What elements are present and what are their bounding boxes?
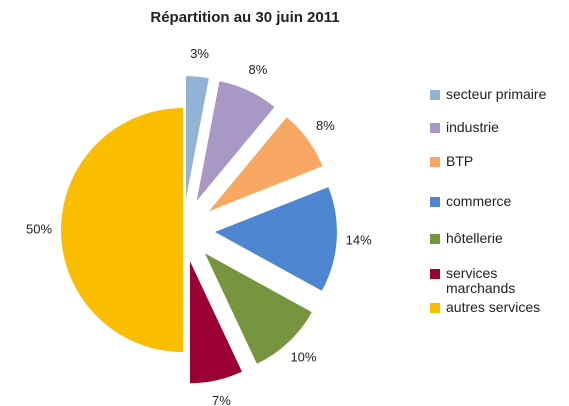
- legend-swatch: [430, 123, 440, 133]
- legend-label: commerce: [446, 193, 512, 209]
- pie-slice: [61, 108, 183, 352]
- legend-swatch: [430, 90, 440, 100]
- pie-slice: [186, 76, 209, 199]
- data-label: 7%: [212, 393, 231, 406]
- data-label: 14%: [346, 232, 372, 247]
- legend-swatch: [430, 197, 440, 207]
- data-label: 8%: [249, 62, 268, 77]
- pie-slice: [196, 81, 275, 202]
- pie-slice: [204, 253, 312, 364]
- chart-title: Répartition au 30 juin 2011: [150, 9, 339, 26]
- pie-slice: [214, 187, 337, 291]
- data-label: 10%: [290, 350, 316, 365]
- legend-swatch: [430, 303, 440, 313]
- legend-label: industrie: [446, 119, 499, 135]
- legend-label: services marchands: [446, 265, 516, 296]
- legend-swatch: [430, 269, 440, 279]
- data-label: 50%: [26, 221, 52, 236]
- legend-swatch: [430, 157, 440, 167]
- legend-label: BTP: [446, 153, 474, 169]
- data-label: 8%: [316, 118, 335, 133]
- pie-slice: [189, 261, 242, 384]
- pie-slice: [208, 117, 323, 212]
- legend-label: hôtellerie: [446, 230, 503, 246]
- legend-label: secteur primaire: [446, 86, 547, 102]
- legend-swatch: [430, 234, 440, 244]
- legend-label: autres services: [446, 299, 541, 315]
- data-label: 3%: [190, 46, 209, 61]
